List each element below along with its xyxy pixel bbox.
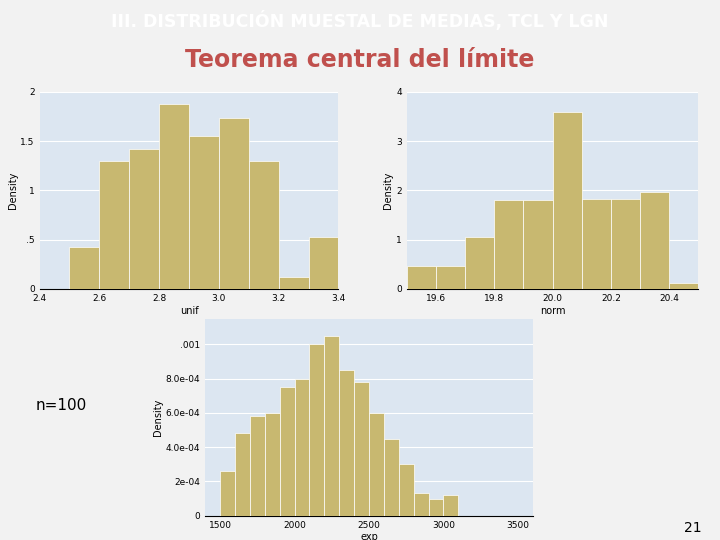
- Bar: [250, 416, 265, 516]
- Bar: [669, 283, 698, 289]
- Text: 21: 21: [685, 521, 702, 535]
- Bar: [399, 464, 414, 516]
- Bar: [279, 277, 308, 289]
- X-axis label: exp: exp: [360, 532, 378, 540]
- Bar: [428, 498, 444, 516]
- Text: III. DISTRIBUCIÓN MUESTAL DE MEDIAS, TCL Y LGN: III. DISTRIBUCIÓN MUESTAL DE MEDIAS, TCL…: [112, 10, 608, 31]
- Bar: [310, 345, 324, 516]
- Bar: [265, 413, 279, 516]
- Bar: [354, 382, 369, 516]
- Bar: [494, 200, 523, 289]
- X-axis label: norm: norm: [540, 306, 565, 315]
- Bar: [159, 104, 189, 289]
- Bar: [220, 471, 235, 516]
- Bar: [640, 192, 670, 289]
- Text: Teorema central del límite: Teorema central del límite: [185, 48, 535, 72]
- Bar: [369, 413, 384, 516]
- Bar: [235, 434, 250, 516]
- Bar: [70, 247, 99, 289]
- Bar: [444, 495, 459, 516]
- Bar: [436, 266, 465, 289]
- Bar: [324, 336, 339, 516]
- Bar: [189, 136, 219, 289]
- Y-axis label: Density: Density: [384, 172, 393, 209]
- Bar: [552, 111, 582, 289]
- Bar: [219, 118, 249, 289]
- X-axis label: unif: unif: [180, 306, 198, 315]
- Bar: [384, 438, 399, 516]
- Y-axis label: Density: Density: [153, 399, 163, 436]
- Bar: [611, 199, 640, 289]
- Bar: [465, 237, 495, 289]
- Bar: [130, 149, 159, 289]
- Bar: [294, 379, 310, 516]
- Bar: [582, 199, 611, 289]
- Bar: [414, 494, 428, 516]
- Bar: [308, 237, 338, 289]
- Bar: [279, 387, 294, 516]
- Text: n=100: n=100: [36, 397, 87, 413]
- Bar: [523, 200, 553, 289]
- Bar: [99, 161, 130, 289]
- Bar: [407, 266, 436, 289]
- Y-axis label: Density: Density: [8, 172, 17, 209]
- Bar: [249, 161, 279, 289]
- Bar: [339, 370, 354, 516]
